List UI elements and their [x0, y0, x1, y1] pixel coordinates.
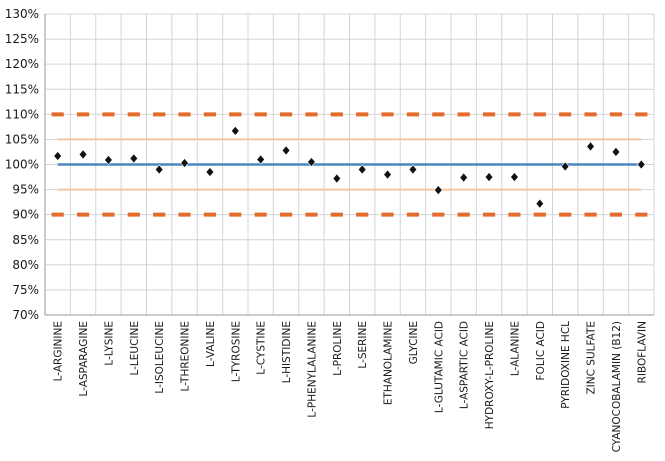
data-point: [484, 171, 494, 183]
category-label: L-LEUCINE: [129, 321, 141, 376]
category-label: L-LYSINE: [103, 321, 115, 366]
y-tick-label: 75%: [12, 283, 39, 297]
category-label: L-PHENYLALANINE: [306, 321, 318, 418]
data-point: [611, 146, 621, 158]
data-point: [104, 154, 113, 166]
data-point: [560, 161, 570, 172]
category-label: PYRIDOXINE HCL: [560, 321, 572, 409]
category-label: FOLIC ACID: [535, 321, 547, 380]
category-label: L-SERINE: [357, 321, 369, 369]
data-point: [256, 154, 265, 165]
y-tick-label: 90%: [12, 208, 39, 222]
y-tick-label: 110%: [5, 107, 39, 121]
data-point: [637, 159, 646, 170]
category-label: HYDROXY-L-PROLINE: [484, 321, 496, 429]
data-point: [231, 125, 240, 136]
category-label: L-ALANINE: [509, 321, 521, 376]
category-label: L-ASPARTIC ACID: [459, 321, 471, 409]
category-label: ETHANOLAMINE: [383, 321, 395, 405]
data-point: [357, 164, 367, 175]
y-tick-label: 80%: [12, 258, 39, 272]
y-tick-label: 70%: [12, 308, 39, 322]
y-tick-label: 120%: [5, 57, 39, 71]
data-point: [281, 145, 291, 156]
category-label: L-HISTIDINE: [281, 321, 293, 383]
data-point: [586, 141, 595, 152]
data-point: [434, 185, 443, 196]
y-tick-label: 125%: [5, 32, 39, 46]
data-point: [180, 157, 189, 169]
category-label: L-THREONINE: [180, 321, 192, 391]
category-label: L-PROLINE: [332, 321, 344, 376]
data-point: [383, 169, 392, 180]
category-label: ZINC SULFATE: [586, 321, 598, 395]
data-point: [510, 171, 519, 183]
y-tick-label: 130%: [5, 7, 39, 21]
category-label: L-TYROSINE: [230, 321, 242, 382]
data-point: [332, 173, 342, 184]
data-point: [307, 156, 316, 168]
y-tick-label: 100%: [5, 158, 39, 172]
category-label: GLYCINE: [408, 321, 420, 364]
category-label: L-GLUTAMIC ACID: [433, 321, 445, 413]
category-label: RIBOFLAVIN: [636, 321, 648, 383]
y-tick-label: 85%: [12, 233, 39, 247]
category-label: L-VALINE: [205, 321, 217, 367]
category-label: L-CYSTINE: [256, 321, 268, 375]
data-point: [459, 172, 468, 183]
plot-area: 70% 75% 80% 85% 90% 95% 100% 105% 110% 115% 120% 12…: [5, 7, 655, 452]
data-point: [535, 198, 545, 209]
data-point: [408, 164, 418, 175]
data-point: [53, 150, 62, 162]
y-tick-label: 95%: [12, 183, 39, 197]
y-tick-label: 115%: [5, 82, 39, 96]
category-label: L-ASPARAGINE: [78, 321, 90, 397]
data-point: [78, 149, 88, 160]
category-label: L-ISOLEUCINE: [154, 321, 166, 394]
y-tick-label: 105%: [5, 132, 39, 146]
data-point: [205, 166, 215, 178]
category-label: CYANOCOBALAMIN (B12): [611, 321, 623, 452]
data-point: [129, 153, 139, 164]
data-point: [154, 164, 164, 175]
category-label: L-ARGININE: [53, 321, 65, 381]
